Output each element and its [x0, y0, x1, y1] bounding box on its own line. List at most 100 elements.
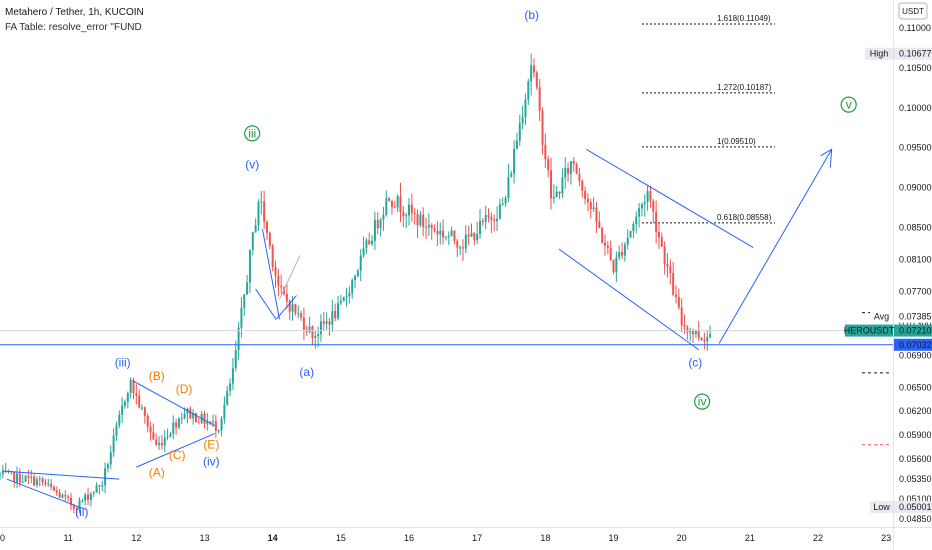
candle-body: [606, 245, 609, 249]
candle-body: [672, 273, 675, 295]
correction-line-1[interactable]: [261, 229, 280, 320]
candle-body: [504, 197, 507, 204]
candle-body: [410, 204, 413, 213]
last-price-label-bg: [845, 324, 893, 337]
wave-circle: [840, 96, 857, 113]
last-price-value-bg: [894, 324, 932, 337]
candle-body: [683, 325, 686, 327]
candle-body: [442, 230, 445, 238]
projection-arrow-line[interactable]: [718, 149, 833, 344]
candle-body: [638, 208, 641, 217]
y-tick-label: 0.06500: [899, 382, 932, 392]
triangle-bottom-line[interactable]: [136, 433, 215, 468]
candle-body: [166, 436, 169, 438]
x-tick-label: 19: [609, 533, 619, 543]
y-tick-label: 0.06200: [899, 406, 932, 416]
candle-body: [260, 201, 263, 203]
wave-label: (iv): [203, 455, 220, 469]
candle-body: [376, 220, 379, 229]
candle-body: [311, 326, 314, 338]
low-price-label: Low: [873, 502, 890, 512]
candle-body: [703, 340, 706, 342]
candle-body: [535, 72, 538, 88]
candle-body: [450, 230, 453, 237]
x-tick-label: 10: [0, 533, 5, 543]
candle-body: [436, 230, 439, 235]
candle-body: [484, 215, 487, 223]
y-tick-label: 0.07700: [899, 286, 932, 296]
candle-body: [126, 392, 129, 402]
candle-body: [694, 330, 697, 335]
candle-body: [629, 231, 632, 238]
candle-body: [220, 418, 223, 431]
wave-label: (b): [524, 8, 539, 22]
fib-level-label: 1(0.09510): [717, 137, 756, 146]
candle-body: [246, 282, 249, 295]
candle-body: [430, 224, 433, 229]
channel-top-line[interactable]: [585, 148, 754, 248]
candle-body: [47, 483, 50, 485]
candle-body: [408, 204, 411, 216]
candle-body: [112, 435, 115, 453]
candle-body: [663, 246, 666, 265]
y-tick-label: 0.05600: [899, 454, 932, 464]
correction-line-3[interactable]: [275, 295, 297, 320]
candle-body: [254, 225, 257, 233]
candle-body: [379, 219, 382, 229]
wave-circle: [244, 125, 261, 142]
x-tick-label: 23: [881, 533, 891, 543]
candle-body: [493, 219, 496, 222]
candle-body: [609, 248, 612, 261]
candle-body: [192, 413, 195, 419]
wedge-top-line[interactable]: [3, 470, 120, 480]
candle-body: [544, 144, 547, 160]
wedge-bottom-line[interactable]: [6, 478, 86, 510]
candle-body: [58, 492, 61, 498]
x-tick-label: 11: [63, 533, 72, 543]
low-price-label-bg: [870, 500, 893, 513]
candle-body: [532, 65, 535, 73]
candle-body: [189, 408, 192, 419]
candle-body: [479, 220, 482, 235]
triangle-top-line[interactable]: [132, 380, 215, 427]
candle-body: [325, 321, 328, 324]
candle-body: [214, 421, 217, 431]
candle-body: [294, 304, 297, 314]
x-tick-label: 16: [404, 533, 414, 543]
wave-label: (A): [149, 466, 165, 480]
candle-body: [538, 87, 541, 111]
candle-body: [618, 252, 621, 258]
projection-arrow-head[interactable]: [820, 148, 833, 168]
candle-body: [359, 255, 362, 271]
wave-label: (c): [688, 356, 702, 370]
candle-body: [72, 505, 75, 509]
currency-badge[interactable]: [898, 2, 928, 20]
candle-body: [473, 232, 476, 241]
candle-body: [265, 221, 268, 233]
candle-body: [41, 478, 44, 483]
candle-body: [567, 168, 570, 174]
candle-body: [527, 81, 530, 100]
currency-label: USDT: [902, 7, 924, 16]
candle-body: [169, 433, 172, 437]
candle-body: [106, 464, 109, 469]
candle-body: [453, 230, 456, 241]
candle-body: [104, 468, 107, 486]
wave-labels-layer: (ii) (iii) (iv) (v) (a) (b) (c) (A) (B) (C) (D) (E)…: [75, 8, 857, 519]
candle-body: [98, 485, 101, 487]
candle-body: [322, 321, 325, 324]
candle-body: [129, 379, 132, 393]
candle-body: [697, 330, 700, 339]
candle-body: [248, 249, 251, 283]
correction-line-2[interactable]: [255, 288, 277, 320]
candle-body: [38, 478, 41, 480]
candle-body: [175, 422, 178, 428]
channel-bottom-line[interactable]: [558, 248, 700, 351]
candle-body: [345, 296, 348, 298]
support-price-value: 0.07032: [899, 340, 932, 350]
wave-label: (B): [149, 369, 165, 383]
candle-body: [288, 301, 291, 312]
candle-body: [632, 223, 635, 232]
candle-body: [18, 473, 21, 483]
